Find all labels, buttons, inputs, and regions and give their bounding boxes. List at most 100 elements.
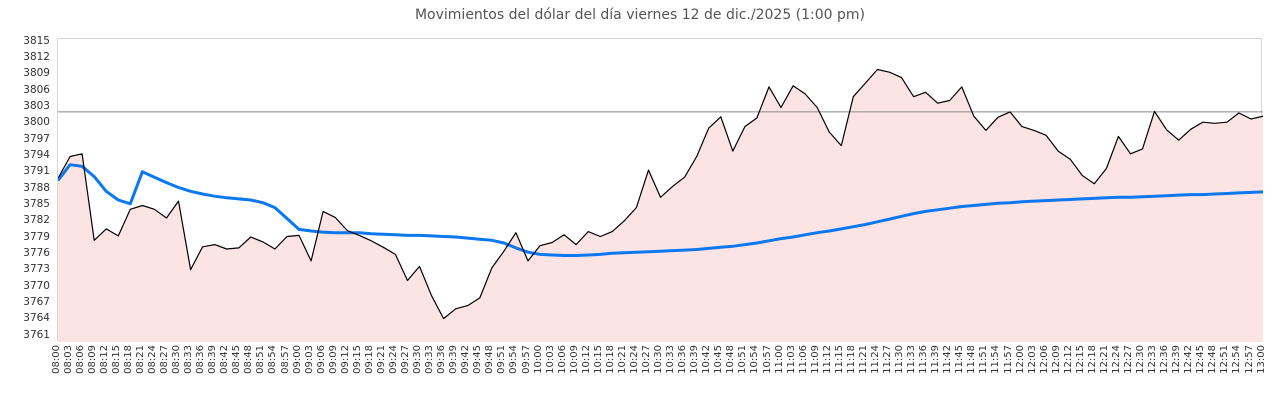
x-tick-label: 08:51: [255, 345, 267, 374]
x-tick-label: 11:15: [833, 345, 845, 374]
x-tick-label: 12:09: [1050, 345, 1062, 374]
x-tick-label: 10:18: [604, 345, 616, 374]
x-tick-label: 10:36: [677, 345, 689, 374]
x-tick-label: 11:30: [894, 345, 905, 374]
y-tick-label: 3764: [23, 312, 50, 325]
x-tick-label: 11:06: [797, 345, 809, 374]
x-tick-label: 10:54: [749, 345, 761, 374]
x-tick-label: 12:18: [1086, 345, 1098, 374]
x-tick-label: 11:09: [809, 345, 821, 374]
x-tick-label: 11:33: [906, 345, 918, 374]
y-tick-label: 3791: [23, 165, 50, 178]
x-tick-label: 12:06: [1038, 345, 1050, 374]
x-tick-label: 12:27: [1123, 345, 1134, 374]
x-tick-label: 09:15: [351, 345, 363, 374]
x-tick-label: 08:45: [231, 345, 243, 374]
x-tick-label: 12:48: [1207, 345, 1219, 374]
y-tick-label: 3812: [23, 51, 50, 64]
x-tick-label: 09:54: [508, 345, 520, 374]
x-tick-label: 08:33: [183, 345, 195, 374]
x-tick-label: 11:48: [966, 345, 978, 374]
x-tick-label: 11:45: [954, 345, 966, 374]
y-tick-label: 3788: [23, 181, 50, 194]
x-tick-label: 12:45: [1195, 345, 1207, 374]
x-tick-label: 08:15: [110, 345, 122, 374]
average-line: [58, 163, 1263, 257]
x-tick-label: 10:06: [556, 345, 568, 374]
x-tick-label: 10:30: [653, 345, 664, 374]
x-tick-label: 09:00: [291, 345, 303, 374]
x-tick-label: 13:00: [1255, 345, 1267, 374]
x-tick-label: 09:30: [412, 345, 423, 374]
x-tick-label: 10:09: [568, 345, 580, 374]
x-tick-label: 08:36: [195, 345, 207, 374]
x-tick-label: 10:42: [701, 345, 713, 374]
x-tick-label: 09:12: [339, 345, 351, 374]
x-tick-label: 09:33: [424, 345, 436, 374]
y-tick-label: 3779: [23, 230, 50, 243]
x-tick-label: 12:39: [1171, 345, 1183, 374]
x-tick-label: 08:27: [158, 345, 170, 374]
x-tick-label: 11:27: [882, 345, 893, 374]
y-tick-label: 3815: [23, 34, 50, 47]
y-tick-label: 3806: [23, 83, 50, 96]
x-tick-label: 08:12: [98, 345, 110, 374]
x-tick-label: 10:51: [737, 345, 749, 374]
x-tick-label: 11:57: [1002, 345, 1014, 374]
x-tick-label: 12:15: [1074, 345, 1086, 374]
x-tick-label: 12:42: [1183, 345, 1195, 374]
x-tick-label: 10:00: [532, 345, 544, 374]
y-tick-label: 3761: [23, 328, 50, 341]
x-tick-label: 09:42: [460, 345, 472, 374]
y-tick-label: 3770: [23, 279, 50, 292]
x-tick-label: 11:24: [869, 345, 881, 374]
x-tick-label: 09:21: [375, 345, 387, 374]
x-tick-label: 09:27: [400, 345, 411, 374]
x-tick-label: 08:18: [122, 345, 134, 374]
x-tick-label: 10:57: [761, 345, 773, 374]
x-tick-label: 12:03: [1026, 345, 1038, 374]
y-tick-label: 3776: [23, 246, 50, 259]
chart-title: Movimientos del dólar del día viernes 12…: [414, 7, 866, 23]
x-tick-label: 09:24: [387, 345, 399, 374]
x-tick-label: 08:30: [171, 345, 182, 374]
y-tick-label: 3800: [23, 116, 50, 129]
x-tick-label: 10:03: [544, 345, 556, 374]
x-tick-label: 09:57: [520, 345, 532, 374]
x-tick-label: 12:24: [1110, 345, 1122, 374]
y-tick-label: 3809: [23, 67, 50, 80]
x-tick-label: 10:15: [592, 345, 604, 374]
x-tick-label: 11:36: [918, 345, 930, 374]
x-tick-label: 08:54: [267, 345, 279, 374]
x-tick-label: 10:48: [725, 345, 737, 374]
x-tick-label: 11:39: [930, 345, 942, 374]
x-tick-label: 10:27: [641, 345, 652, 374]
x-tick-label: 12:21: [1098, 345, 1110, 374]
x-tick-label: 12:12: [1062, 345, 1074, 374]
x-tick-label: 08:21: [134, 345, 146, 374]
x-tick-label: 08:48: [243, 345, 255, 374]
x-tick-label: 08:39: [207, 345, 219, 374]
x-tick-label: 11:18: [845, 345, 857, 374]
x-tick-label: 12:51: [1219, 345, 1231, 374]
x-tick-label: 12:57: [1243, 345, 1255, 374]
x-tick-label: 09:18: [363, 345, 375, 374]
y-tick-label: 3785: [23, 198, 50, 210]
x-tick-label: 08:06: [74, 345, 86, 374]
x-tick-label: 09:39: [448, 345, 460, 374]
x-tick-label: 08:09: [86, 345, 98, 374]
x-tick-label: 09:06: [315, 345, 327, 374]
x-tick-label: 10:45: [713, 345, 725, 374]
x-tick-label: 11:21: [857, 345, 869, 374]
x-tick-label: 10:39: [689, 345, 701, 374]
x-tick-label: 08:24: [146, 345, 158, 374]
x-tick-label: 09:03: [303, 345, 315, 374]
x-tick-label: 12:36: [1159, 345, 1171, 374]
x-tick-label: 09:09: [327, 345, 339, 374]
plot-canvas: [58, 68, 1263, 342]
x-tick-label: 12:54: [1231, 345, 1243, 374]
x-tick-label: 11:51: [978, 345, 990, 374]
y-tick-label: 3767: [23, 295, 50, 308]
x-tick-label: 11:03: [785, 345, 797, 374]
